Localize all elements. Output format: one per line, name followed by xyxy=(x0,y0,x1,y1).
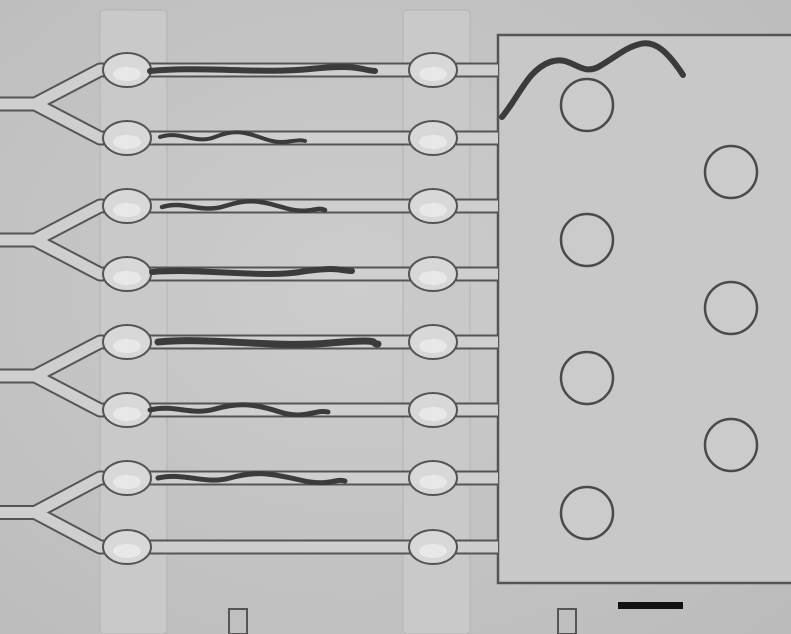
channel xyxy=(0,200,498,280)
post xyxy=(703,144,759,200)
bulge-highlight xyxy=(113,544,141,558)
worm xyxy=(499,40,686,120)
scale-bar xyxy=(618,602,683,609)
bulge-highlight xyxy=(419,407,447,421)
bulge-highlight xyxy=(419,67,447,81)
channel-fills xyxy=(0,64,498,553)
bulge-highlight xyxy=(419,135,447,149)
bulge-highlight xyxy=(419,339,447,353)
bulge-highlight xyxy=(113,475,141,489)
post xyxy=(559,485,615,541)
bulges xyxy=(102,52,458,565)
bulge-highlight xyxy=(113,271,141,285)
worm xyxy=(149,266,355,277)
post xyxy=(559,77,615,133)
bulge-highlight xyxy=(419,475,447,489)
bulge-highlight xyxy=(419,203,447,217)
bulge-highlight xyxy=(113,339,141,353)
bulge-highlight xyxy=(113,67,141,81)
worm xyxy=(154,337,382,348)
post xyxy=(703,417,759,473)
posts xyxy=(559,77,759,541)
worm xyxy=(158,130,307,144)
worm xyxy=(147,402,331,418)
worm xyxy=(159,199,328,213)
worm xyxy=(147,64,378,74)
bulge-highlight xyxy=(113,407,141,421)
bulge-highlight xyxy=(113,135,141,149)
bulge-highlight xyxy=(113,203,141,217)
post xyxy=(559,212,615,268)
post xyxy=(559,350,615,406)
bulge-highlight xyxy=(419,544,447,558)
worm xyxy=(155,471,348,486)
bulge-highlight xyxy=(419,271,447,285)
pillar xyxy=(557,608,577,634)
pillar xyxy=(228,608,248,634)
worms xyxy=(147,40,686,486)
post xyxy=(703,280,759,336)
